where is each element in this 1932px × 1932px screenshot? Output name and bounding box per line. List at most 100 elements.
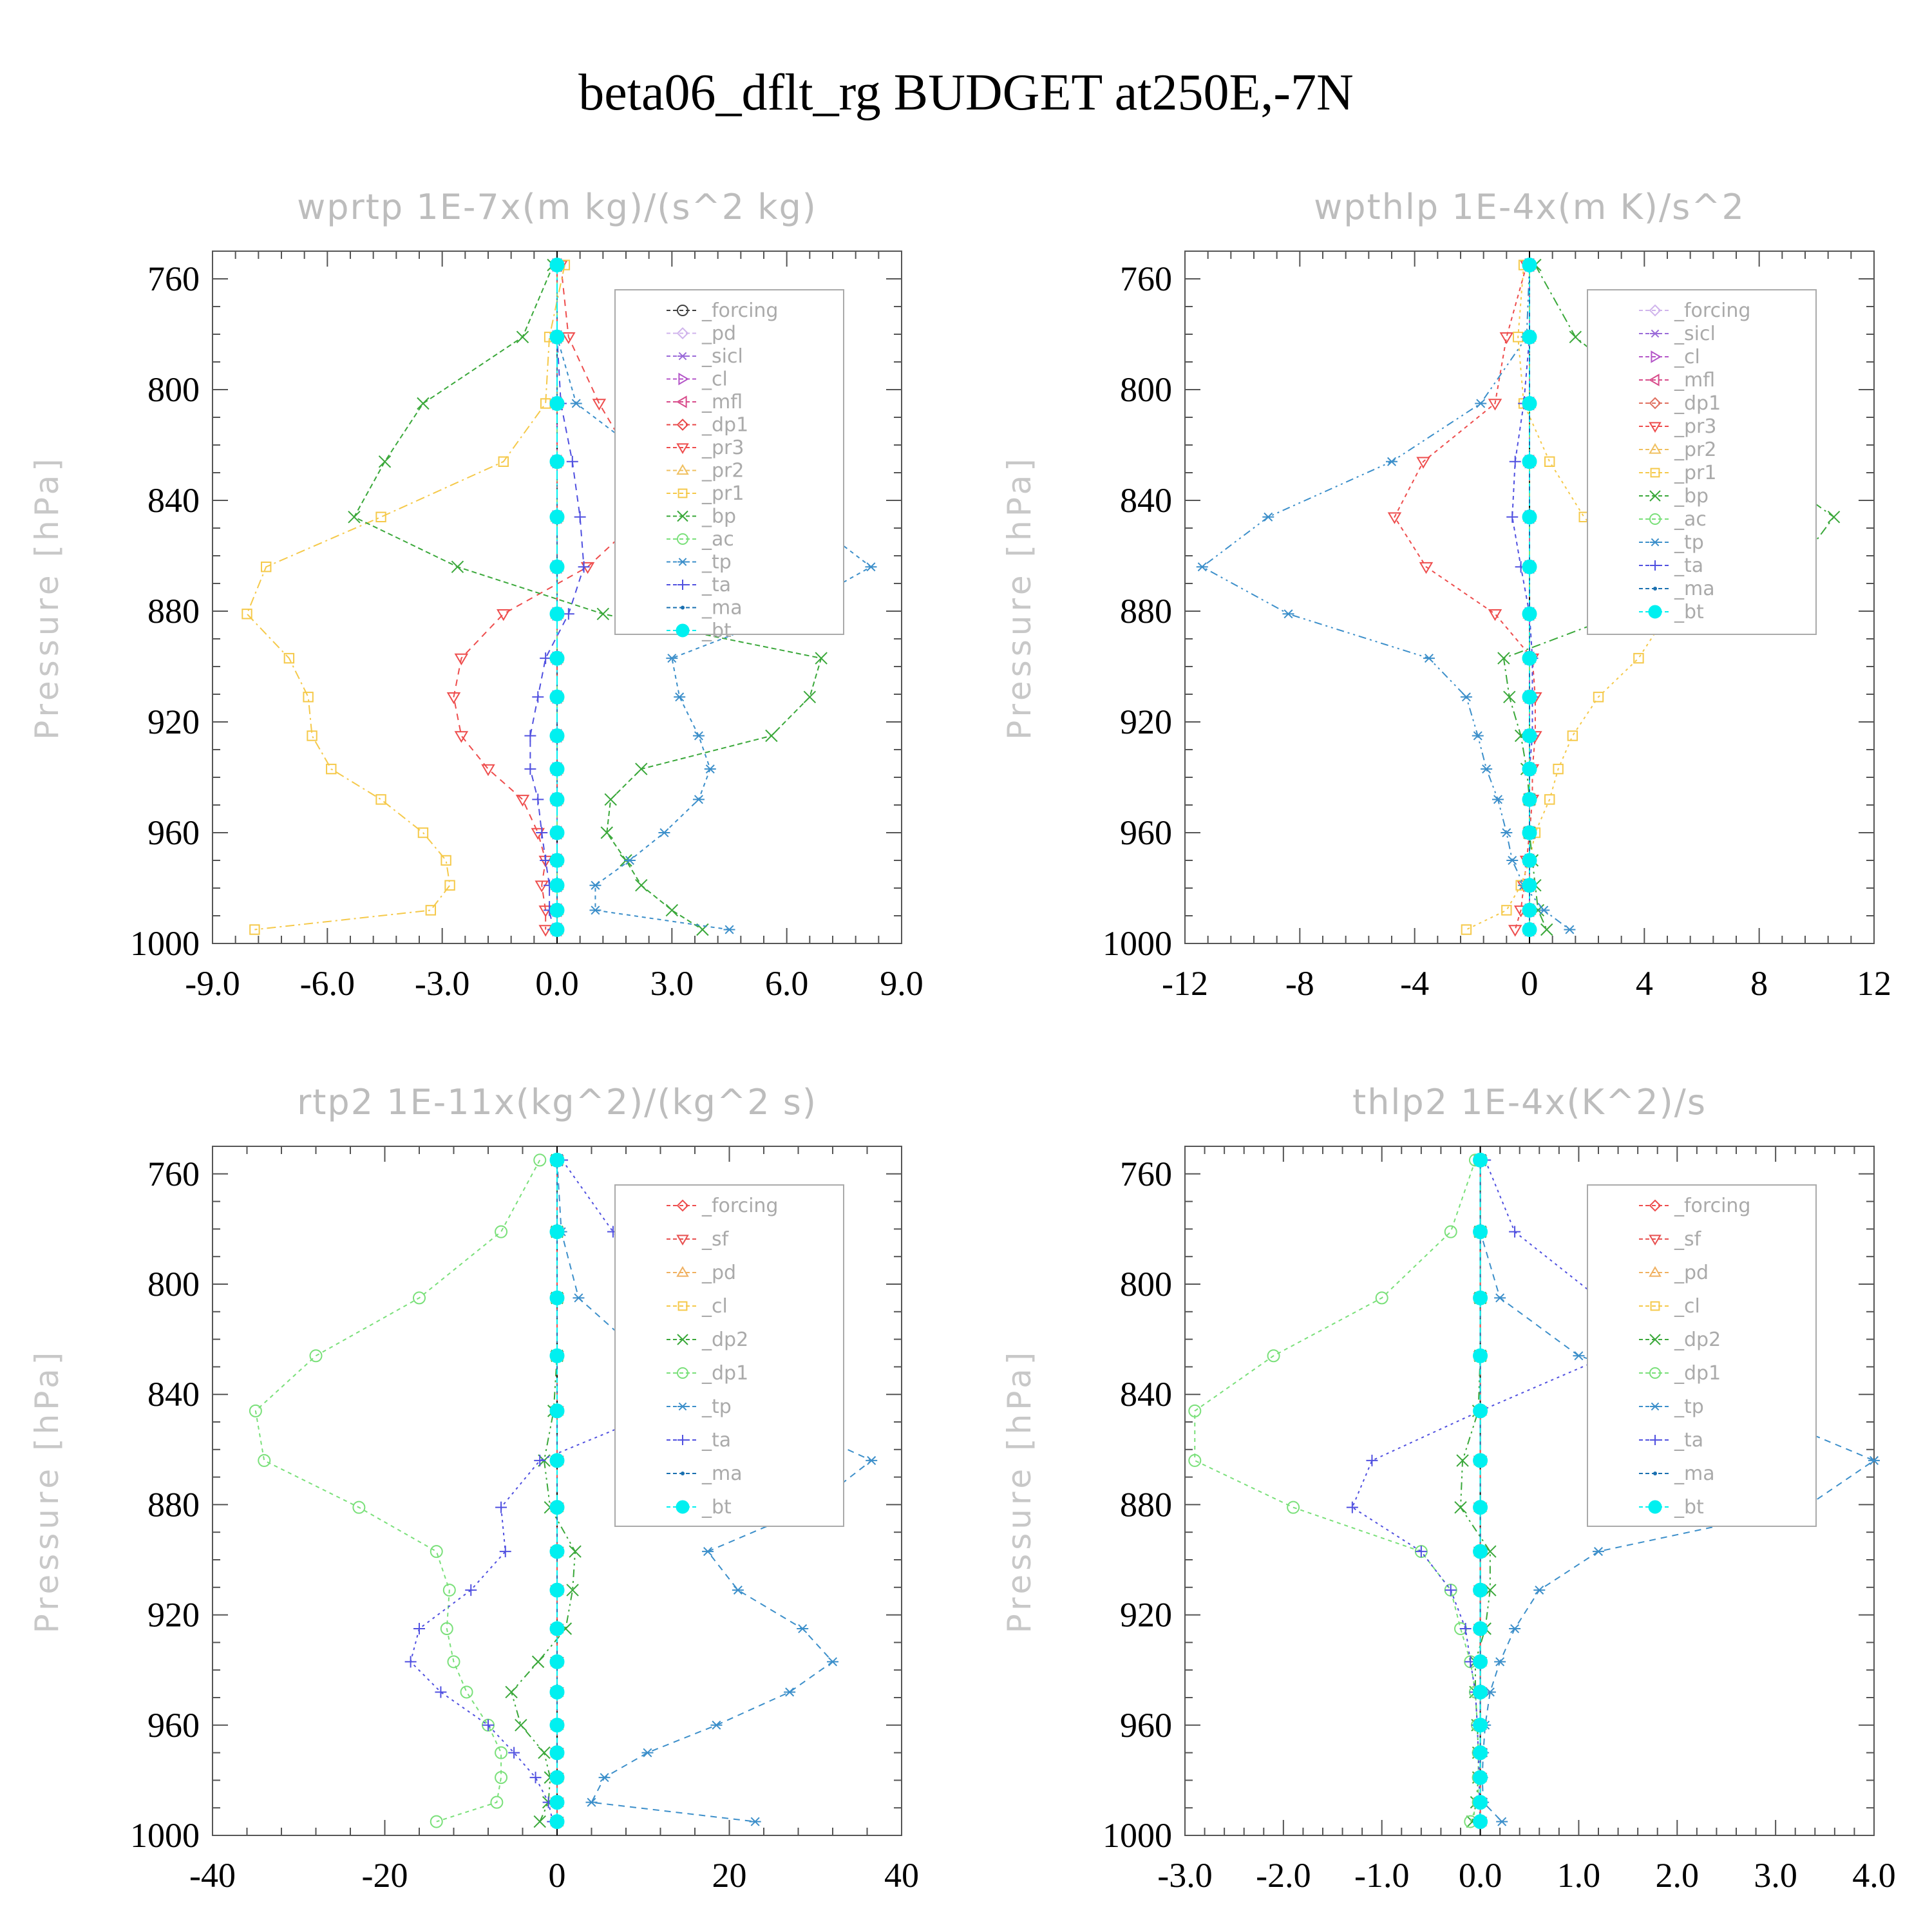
legend-marker bbox=[1650, 468, 1660, 478]
y-tick-label: 880 bbox=[1120, 1485, 1172, 1524]
data-point bbox=[1488, 399, 1502, 411]
data-point bbox=[1509, 1624, 1521, 1634]
data-point bbox=[1522, 791, 1537, 807]
legend-entry: _pd bbox=[1639, 1262, 1709, 1284]
data-point bbox=[1494, 1657, 1506, 1667]
data-point bbox=[580, 562, 595, 574]
data-point bbox=[536, 827, 548, 838]
data-point bbox=[1503, 690, 1516, 704]
x-tick-label: -3.0 bbox=[1157, 1856, 1212, 1895]
legend-label: _pd bbox=[701, 323, 736, 345]
data-point bbox=[1544, 794, 1555, 805]
data-point bbox=[498, 456, 509, 467]
data-point bbox=[549, 761, 565, 777]
data-point bbox=[326, 763, 337, 775]
legend-entry: _ta bbox=[667, 574, 731, 596]
data-point bbox=[549, 791, 565, 807]
data-point bbox=[1196, 562, 1208, 572]
data-point bbox=[249, 924, 260, 935]
legend-label: _pr3 bbox=[701, 437, 744, 459]
y-tick-label: 920 bbox=[147, 1596, 200, 1634]
data-point bbox=[641, 1748, 654, 1757]
data-point bbox=[623, 855, 636, 866]
panel-rtp2: rtp2 1E-11x(kg^2)/(kg^2 s) Pressure [hPa]… bbox=[28, 1082, 919, 1895]
legend-entry: _pr1 bbox=[1639, 462, 1716, 484]
y-tick-label: 840 bbox=[1120, 481, 1172, 520]
legend-entry: _sf bbox=[667, 1228, 730, 1251]
data-point bbox=[540, 652, 552, 665]
data-point bbox=[529, 1772, 542, 1784]
data-point bbox=[1473, 1453, 1488, 1468]
data-point bbox=[444, 880, 455, 891]
data-point bbox=[375, 511, 386, 522]
y-tick-label: 800 bbox=[147, 370, 200, 409]
legend-box bbox=[614, 1184, 844, 1527]
data-point bbox=[1475, 399, 1487, 408]
data-point bbox=[1473, 1290, 1488, 1305]
data-point bbox=[635, 762, 648, 775]
y-tick-label: 960 bbox=[1120, 813, 1172, 852]
legend-entry: _cl bbox=[667, 1295, 728, 1318]
y-tick-label: 880 bbox=[147, 592, 200, 630]
x-tick-label: 12 bbox=[1857, 964, 1891, 1003]
data-point bbox=[549, 650, 565, 666]
y-tick-label: 1000 bbox=[130, 924, 200, 963]
legend-entry: _bp bbox=[667, 506, 736, 528]
data-point bbox=[495, 1501, 507, 1513]
legend-label: _ta bbox=[701, 1429, 731, 1452]
data-point bbox=[446, 692, 461, 705]
x-tick-label: 0.0 bbox=[1459, 1856, 1502, 1895]
data-point bbox=[569, 1545, 582, 1558]
legend-entry: _tp bbox=[667, 551, 732, 574]
data-point bbox=[1444, 1225, 1457, 1238]
legend-marker bbox=[1649, 1266, 1662, 1277]
panel-title: thlp2 1E-4x(K^2)/s bbox=[1352, 1082, 1707, 1122]
data-point bbox=[1444, 1584, 1457, 1596]
legend-entry: _ma bbox=[1639, 1463, 1715, 1485]
legend-entry: _bt bbox=[1639, 601, 1704, 623]
data-point bbox=[549, 922, 565, 937]
y-tick-label: 960 bbox=[147, 813, 200, 852]
y-tick-label: 760 bbox=[1120, 1155, 1172, 1193]
series-line bbox=[556, 265, 873, 931]
data-point bbox=[566, 1584, 579, 1596]
x-tick-label: -40 bbox=[189, 1856, 236, 1895]
legend-label: _cl bbox=[1674, 346, 1700, 368]
data-point bbox=[515, 795, 530, 807]
legend-marker bbox=[1649, 490, 1661, 502]
data-point bbox=[495, 1225, 508, 1238]
y-tick-label: 800 bbox=[147, 1265, 200, 1303]
legend-label: _ma bbox=[1674, 1463, 1715, 1485]
data-point bbox=[1473, 1745, 1488, 1761]
data-point bbox=[435, 1686, 447, 1698]
legend-label: _tp bbox=[1674, 531, 1704, 554]
legend-marker bbox=[676, 1199, 689, 1212]
series-bt bbox=[1473, 1152, 1488, 1830]
data-point bbox=[1473, 1582, 1488, 1598]
x-tick-label: 4 bbox=[1636, 964, 1653, 1003]
legend-label: _bt bbox=[701, 1496, 732, 1519]
data-point bbox=[465, 1584, 477, 1596]
legend-entry: _pr3 bbox=[1639, 415, 1716, 438]
data-point bbox=[1262, 512, 1274, 522]
series-line bbox=[246, 265, 565, 931]
data-point bbox=[495, 1746, 508, 1759]
legend-marker bbox=[676, 327, 689, 339]
legend-label: _sicl bbox=[1674, 323, 1716, 345]
data-point bbox=[533, 1815, 546, 1828]
legend-marker bbox=[676, 1235, 689, 1245]
legend-label: _cl bbox=[701, 1295, 728, 1318]
legend-entry: _cl bbox=[1639, 1295, 1700, 1318]
legend-entry: _dp2 bbox=[1639, 1329, 1721, 1351]
legend: _forcing _sf _pd _cl _dp2 _dp1 _tp _ta _ma _bt bbox=[614, 1184, 844, 1527]
data-point bbox=[549, 902, 565, 918]
data-point bbox=[1567, 730, 1578, 741]
data-point bbox=[1868, 1455, 1880, 1465]
legend-marker bbox=[676, 464, 689, 475]
data-point bbox=[549, 1500, 565, 1515]
data-point bbox=[1267, 1349, 1280, 1363]
legend-box bbox=[614, 289, 844, 635]
legend-entry: _ma bbox=[667, 597, 743, 620]
data-point bbox=[589, 905, 601, 915]
data-point bbox=[549, 329, 565, 345]
